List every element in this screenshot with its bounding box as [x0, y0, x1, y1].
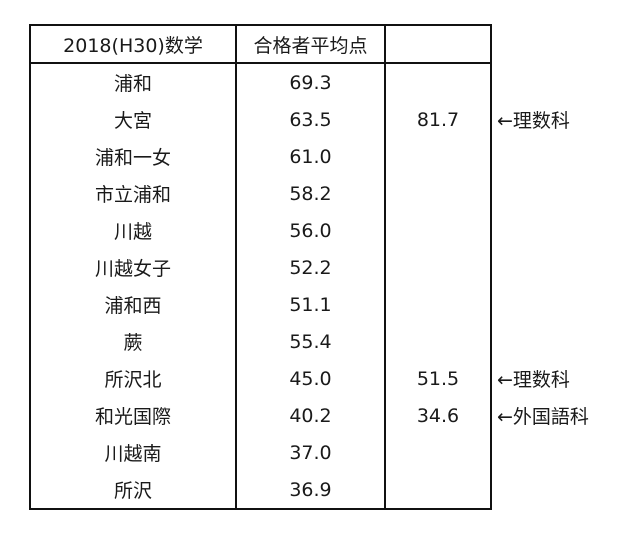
table-row: 浦和西 51.1: [29, 286, 492, 323]
table-row: 市立浦和 58.2: [29, 175, 492, 212]
school-cell: 川越女子: [29, 249, 237, 286]
average-cell: 45.0: [235, 360, 386, 397]
average-cell: 36.9: [235, 471, 386, 510]
extra-score-cell: [384, 323, 492, 360]
header-row: 2018(H30)数学 合格者平均点: [29, 24, 492, 64]
extra-score-cell: 51.5: [384, 360, 492, 397]
course-note: ←理数科: [497, 110, 570, 132]
extra-score-cell: [384, 471, 492, 510]
average-cell: 61.0: [235, 138, 386, 175]
average-cell: 63.5: [235, 101, 386, 138]
extra-score-cell: 34.6: [384, 397, 492, 434]
average-cell: 51.1: [235, 286, 386, 323]
average-cell: 52.2: [235, 249, 386, 286]
table-row: 所沢 36.9: [29, 471, 492, 510]
extra-score-cell: [384, 212, 492, 249]
table-row: 所沢北 45.0 51.5: [29, 360, 492, 397]
extra-score-cell: [384, 434, 492, 471]
header-extra: [384, 24, 492, 64]
school-cell: 蕨: [29, 323, 237, 360]
school-cell: 大宮: [29, 101, 237, 138]
score-table: 2018(H30)数学 合格者平均点 浦和 69.3 大宮 63.5 81.7 浦和一女 6…: [29, 24, 492, 510]
table-row: 大宮 63.5 81.7: [29, 101, 492, 138]
school-cell: 浦和: [29, 63, 237, 101]
table-row: 和光国際 40.2 34.6: [29, 397, 492, 434]
average-cell: 56.0: [235, 212, 386, 249]
extra-score-cell: [384, 63, 492, 101]
school-cell: 市立浦和: [29, 175, 237, 212]
header-year-subject: 2018(H30)数学: [29, 24, 237, 64]
school-cell: 川越南: [29, 434, 237, 471]
school-cell: 川越: [29, 212, 237, 249]
average-cell: 40.2: [235, 397, 386, 434]
extra-score-cell: [384, 138, 492, 175]
course-note: ←理数科: [497, 369, 570, 391]
school-cell: 和光国際: [29, 397, 237, 434]
extra-score-cell: [384, 249, 492, 286]
average-cell: 58.2: [235, 175, 386, 212]
header-average: 合格者平均点: [235, 24, 386, 64]
table-row: 浦和 69.3: [29, 63, 492, 101]
table-row: 浦和一女 61.0: [29, 138, 492, 175]
extra-score-cell: [384, 175, 492, 212]
course-note: ←外国語科: [497, 406, 589, 428]
extra-score-cell: [384, 286, 492, 323]
average-cell: 69.3: [235, 63, 386, 101]
table-row: 蕨 55.4: [29, 323, 492, 360]
average-cell: 55.4: [235, 323, 386, 360]
school-cell: 浦和一女: [29, 138, 237, 175]
school-cell: 所沢北: [29, 360, 237, 397]
table-row: 川越 56.0: [29, 212, 492, 249]
table-row: 川越南 37.0: [29, 434, 492, 471]
school-cell: 浦和西: [29, 286, 237, 323]
average-cell: 37.0: [235, 434, 386, 471]
school-cell: 所沢: [29, 471, 237, 510]
table-row: 川越女子 52.2: [29, 249, 492, 286]
extra-score-cell: 81.7: [384, 101, 492, 138]
